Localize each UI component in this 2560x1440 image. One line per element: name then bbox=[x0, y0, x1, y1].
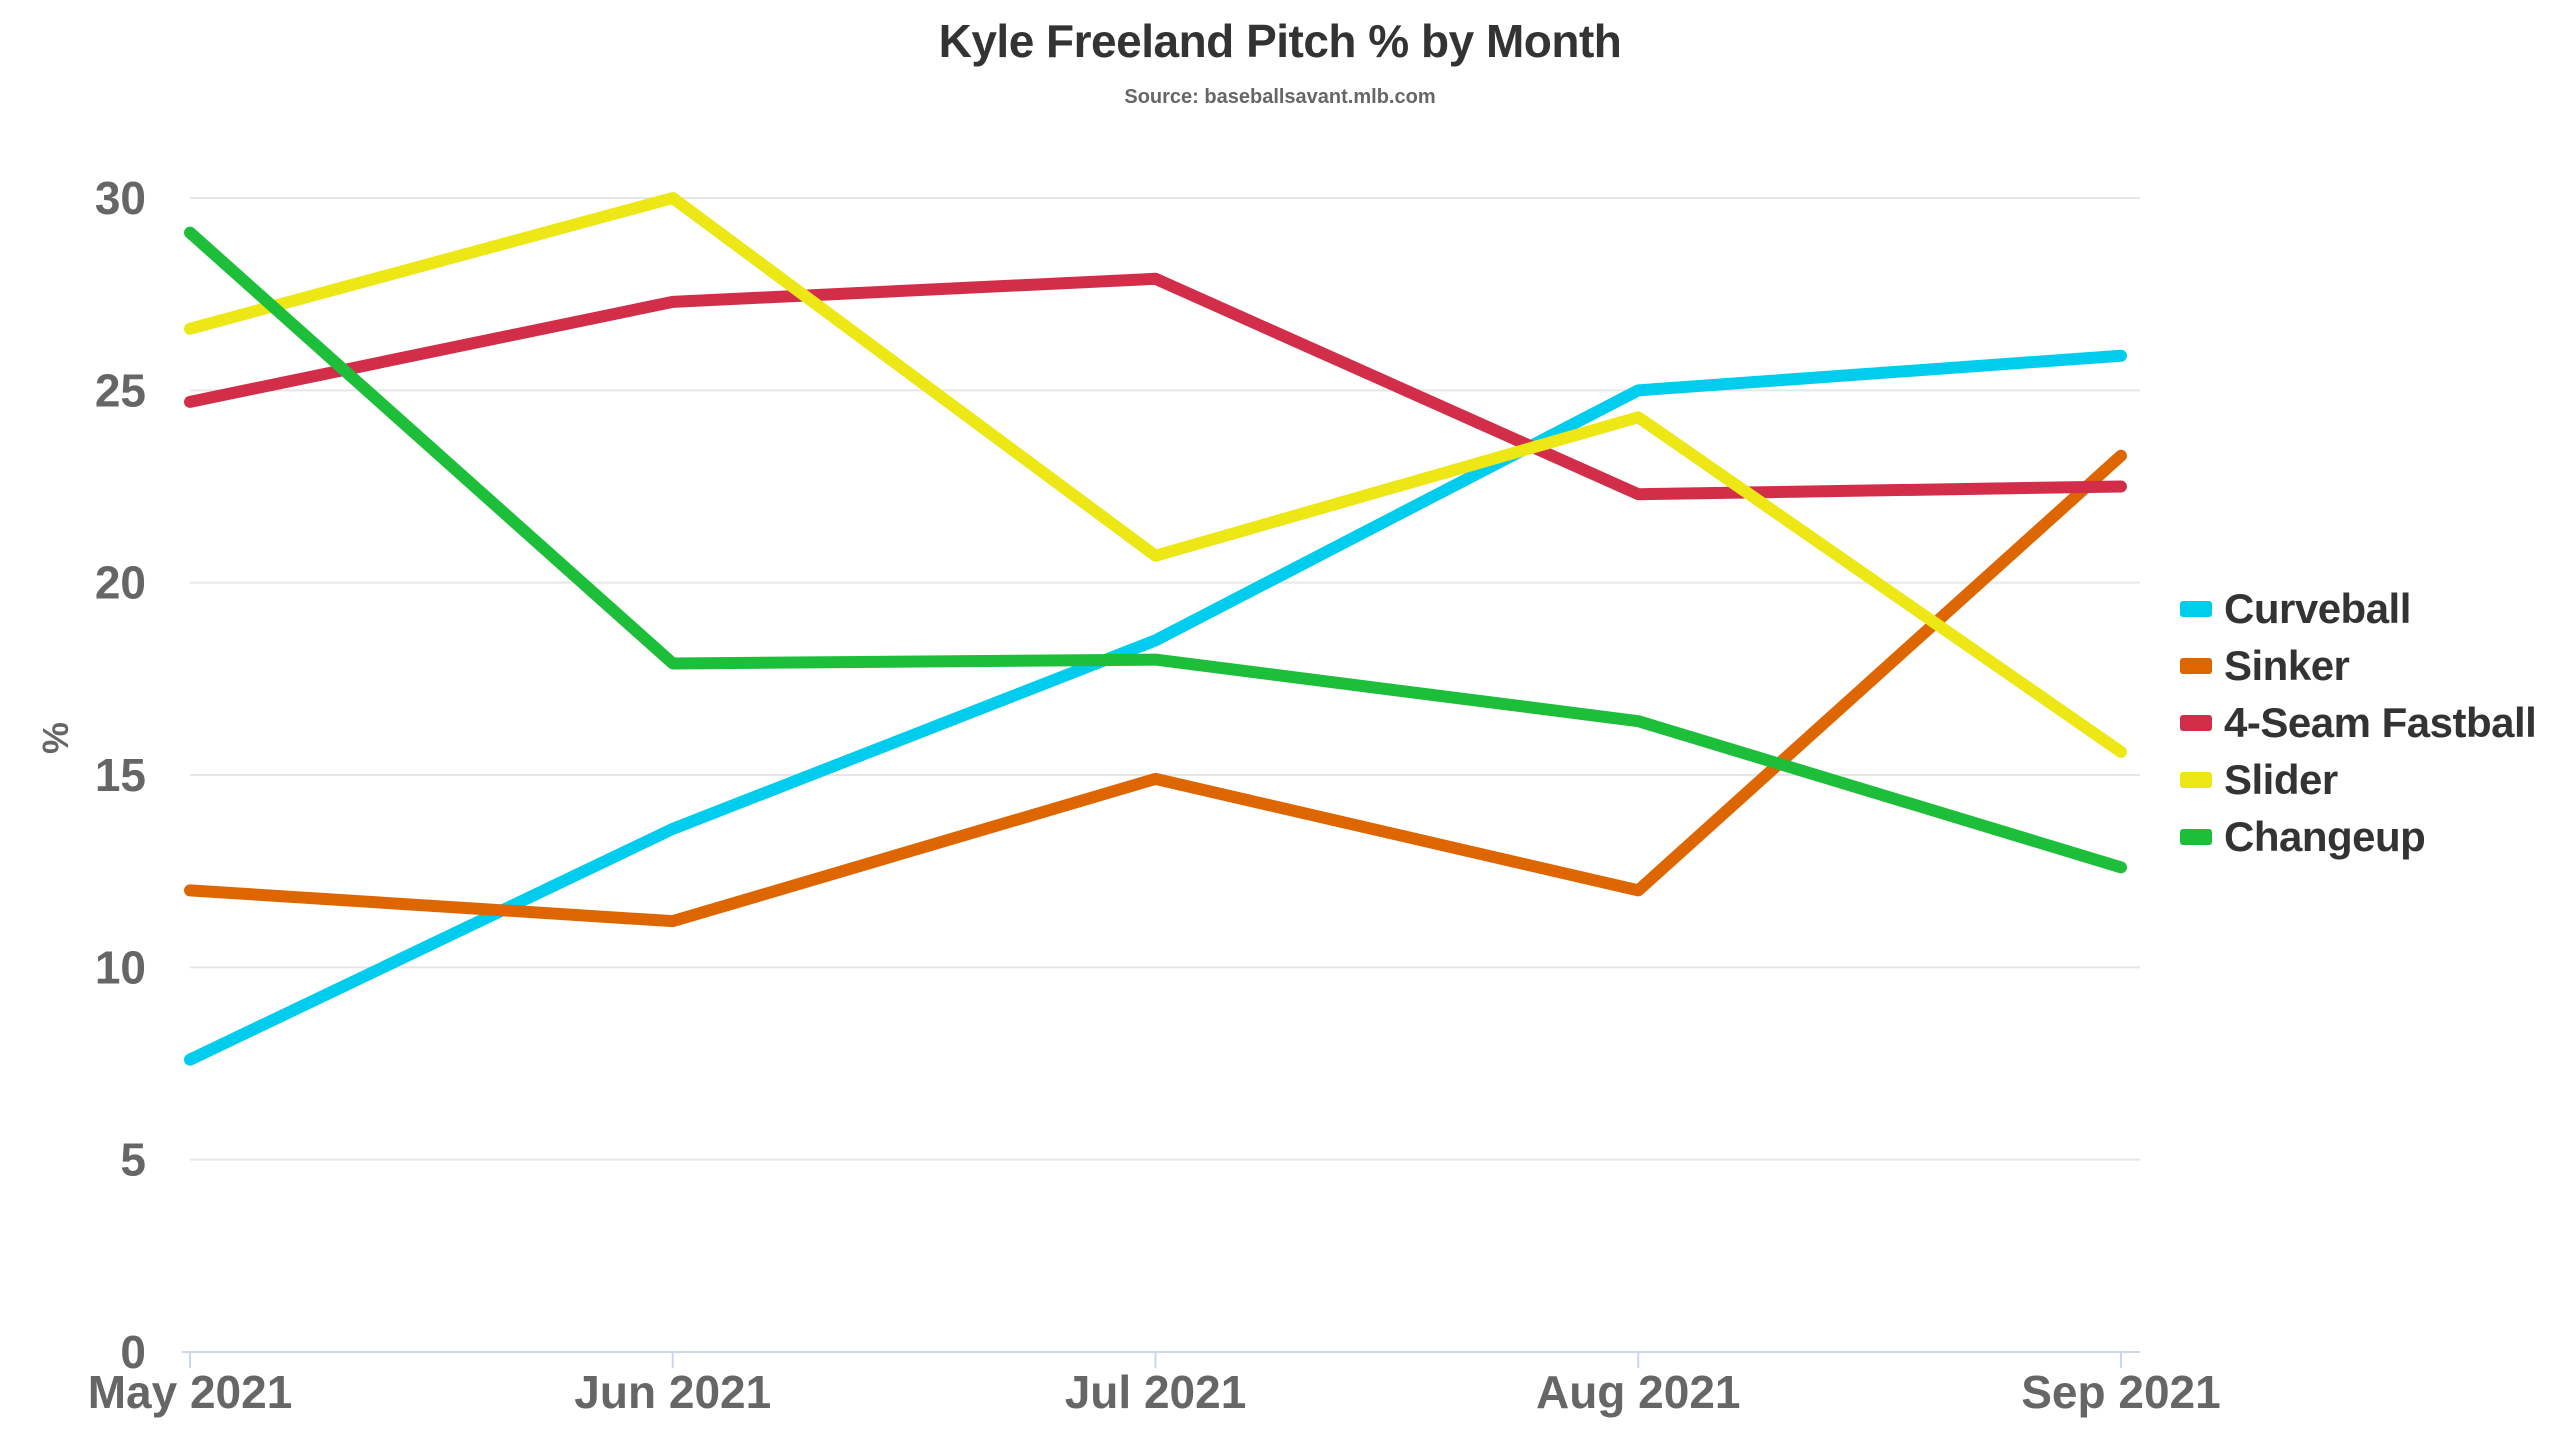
legend: Curveball Sinker 4-Seam Fastball Slider Chan… bbox=[2180, 580, 2550, 865]
legend-swatch bbox=[2180, 714, 2212, 731]
chart-title: Kyle Freeland Pitch % by Month bbox=[938, 15, 1622, 67]
legend-swatch bbox=[2180, 600, 2212, 617]
legend-item-changeup[interactable]: Changeup bbox=[2180, 808, 2550, 865]
legend-swatch bbox=[2180, 771, 2212, 788]
legend-swatch bbox=[2180, 828, 2212, 845]
series-line-slider[interactable] bbox=[184, 192, 2127, 758]
x-axis-ticks: May 2021 Jun 2021 Jul 2021 Aug 2021 Sep 2021 bbox=[88, 1366, 2221, 1418]
series-line-4-seam-fastball[interactable] bbox=[184, 272, 2127, 501]
legend-swatch bbox=[2180, 657, 2212, 674]
legend-label: Sinker bbox=[2224, 641, 2350, 689]
grid-lines bbox=[190, 197, 2140, 1161]
legend-item-curveball[interactable]: Curveball bbox=[2180, 580, 2550, 637]
series-line-sinker[interactable] bbox=[184, 449, 2127, 928]
y-tick-label: 10 bbox=[95, 941, 146, 993]
y-axis-title: % bbox=[35, 722, 76, 754]
x-tick-label: May 2021 bbox=[88, 1366, 293, 1418]
legend-item-4-seam-fastball[interactable]: 4-Seam Fastball bbox=[2180, 694, 2550, 751]
y-tick-label: 15 bbox=[95, 749, 146, 801]
legend-label: 4-Seam Fastball bbox=[2224, 698, 2537, 746]
x-tick-label: Aug 2021 bbox=[1536, 1366, 1741, 1418]
chart-subtitle: Source: baseballsavant.mlb.com bbox=[1124, 86, 1436, 108]
legend-item-sinker[interactable]: Sinker bbox=[2180, 637, 2550, 694]
series-lines bbox=[184, 192, 2127, 1066]
x-tick-label: Jun 2021 bbox=[574, 1366, 771, 1418]
legend-label: Changeup bbox=[2224, 812, 2426, 860]
y-tick-label: 30 bbox=[95, 172, 146, 224]
x-axis bbox=[182, 1351, 2140, 1368]
y-tick-label: 25 bbox=[95, 364, 146, 416]
legend-item-slider[interactable]: Slider bbox=[2180, 751, 2550, 808]
legend-label: Curveball bbox=[2224, 584, 2411, 632]
series-line-changeup[interactable] bbox=[184, 226, 2127, 874]
y-axis-ticks: 0 5 10 15 20 25 30 bbox=[95, 172, 146, 1378]
y-tick-label: 5 bbox=[120, 1134, 146, 1186]
legend-label: Slider bbox=[2224, 755, 2338, 803]
x-tick-label: Jul 2021 bbox=[1065, 1366, 1247, 1418]
y-tick-label: 0 bbox=[120, 1326, 146, 1378]
x-tick-label: Sep 2021 bbox=[2021, 1366, 2220, 1418]
y-tick-label: 20 bbox=[95, 557, 146, 609]
series-line-curveball[interactable] bbox=[184, 349, 2127, 1066]
